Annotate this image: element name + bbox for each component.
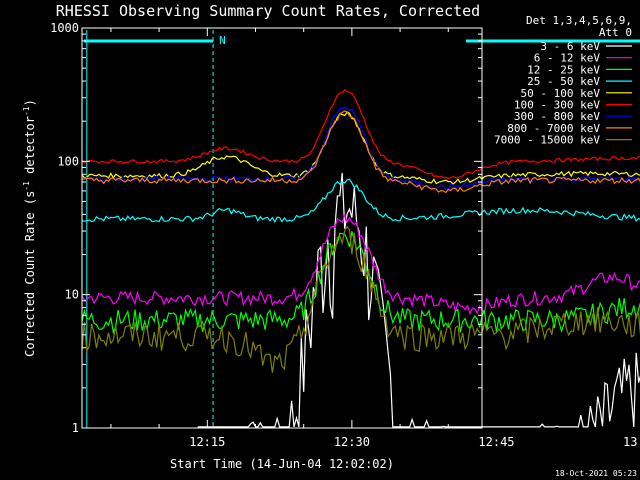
x-tick-label: 12:30 [334, 435, 370, 449]
legend-label: 800 - 7000 keV [507, 122, 600, 135]
y-tick-label: 100 [57, 154, 79, 168]
plot-area: N [81, 30, 640, 428]
y-axis-label-main: Corrected Count Rate (s [23, 191, 37, 357]
y-tick-label: 1 [72, 421, 79, 435]
legend-label: 100 - 300 keV [514, 99, 600, 112]
y-axis-label-end: ) [23, 99, 37, 106]
x-tick-label: 12:45 [478, 435, 514, 449]
night-marker: N [219, 34, 226, 47]
legend-header-1: Det 1,3,4,5,6,9, [526, 14, 632, 27]
plot-frame [81, 27, 483, 429]
y-axis-label-mid: detector [23, 116, 37, 181]
legend-label: 300 - 800 keV [514, 110, 600, 123]
series-line-low [197, 172, 640, 428]
legend-label: 12 - 25 keV [527, 63, 600, 76]
legend-label: 50 - 100 keV [521, 87, 601, 100]
series-line-12-25 [81, 231, 640, 335]
legend-label: 3 - 6 keV [540, 40, 600, 53]
legend-label: 7000 - 15000 keV [494, 134, 600, 147]
series-line-100-300 [81, 88, 640, 180]
y-axis: 1 10 100 1000 [50, 21, 482, 435]
chart-title: RHESSI Observing Summary Count Rates, Co… [56, 2, 480, 20]
y-tick-label: 10 [65, 288, 79, 302]
series-line-800-7000 [82, 110, 640, 194]
legend-label: 6 - 12 keV [534, 52, 601, 65]
series-line-6-12 [81, 212, 640, 316]
series-line-300-800 [81, 106, 640, 191]
timestamp: 18-Oct-2021 05:23 [555, 469, 637, 478]
legend-label: 25 - 50 keV [527, 75, 600, 88]
series-line-7000-15000 [81, 225, 640, 373]
series-line-50-100 [81, 111, 640, 185]
x-tick-label: 12:15 [189, 435, 225, 449]
x-tick-label: 13:00 [623, 435, 640, 449]
series-line-25-50 [81, 178, 640, 224]
x-axis-label: Start Time (14-Jun-04 12:02:02) [170, 457, 394, 471]
legend-header-2: Att 0 [599, 26, 632, 39]
y-axis-label-sup1: -1 [22, 181, 31, 191]
y-axis-label-sup2: -1 [22, 106, 31, 116]
y-tick-label: 1000 [50, 21, 79, 35]
y-axis-label: Corrected Count Rate (s-1 detector-1) [22, 99, 37, 357]
